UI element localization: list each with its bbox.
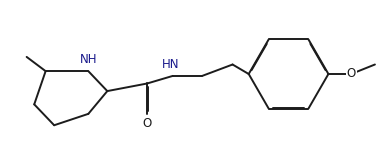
Text: HN: HN (162, 58, 180, 71)
Text: NH: NH (80, 53, 97, 66)
Text: O: O (142, 117, 152, 130)
Text: O: O (347, 68, 356, 81)
